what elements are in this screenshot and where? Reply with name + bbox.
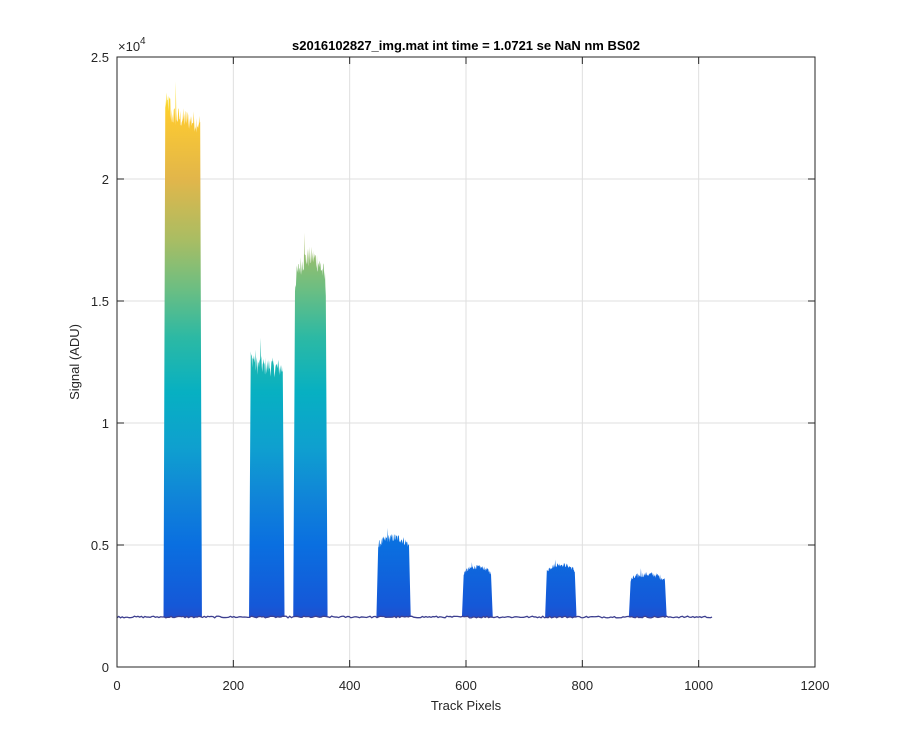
grid-lines: [117, 57, 815, 667]
peak-6: [545, 559, 577, 617]
y-exponent-power: 4: [140, 36, 146, 47]
y-tick-label: 1.5: [91, 294, 109, 309]
y-tick-label: 1: [102, 416, 109, 431]
peak-3: [293, 232, 328, 617]
peak-5: [461, 562, 493, 617]
peaks-layer: [163, 81, 667, 617]
peak-4: [376, 527, 411, 617]
x-axis-label: Track Pixels: [431, 698, 502, 713]
y-axis-label: Signal (ADU): [67, 324, 82, 400]
y-tick-label: 2.5: [91, 50, 109, 65]
y-tick-label: 0.5: [91, 538, 109, 553]
x-tick-label: 0: [113, 678, 120, 693]
peak-2: [249, 337, 285, 617]
x-tick-label: 1200: [801, 678, 830, 693]
y-tick-label: 0: [102, 660, 109, 675]
x-tick-label: 1000: [684, 678, 713, 693]
baseline-signal: [117, 615, 713, 619]
x-tick-label: 400: [339, 678, 361, 693]
peak-1: [163, 81, 202, 617]
peak-7: [628, 568, 667, 617]
y-exponent-base: ×10: [118, 39, 140, 54]
baseline-layer: [117, 615, 713, 619]
x-tick-label: 600: [455, 678, 477, 693]
x-tick-label: 800: [571, 678, 593, 693]
chart-title: s2016102827_img.mat int time = 1.0721 se…: [292, 38, 640, 53]
ticks: 0 200 400 600 800 1000 1200 0 0.5 1 1.5 2 2.5: [91, 50, 830, 693]
x-tick-label: 200: [222, 678, 244, 693]
y-tick-label: 2: [102, 172, 109, 187]
